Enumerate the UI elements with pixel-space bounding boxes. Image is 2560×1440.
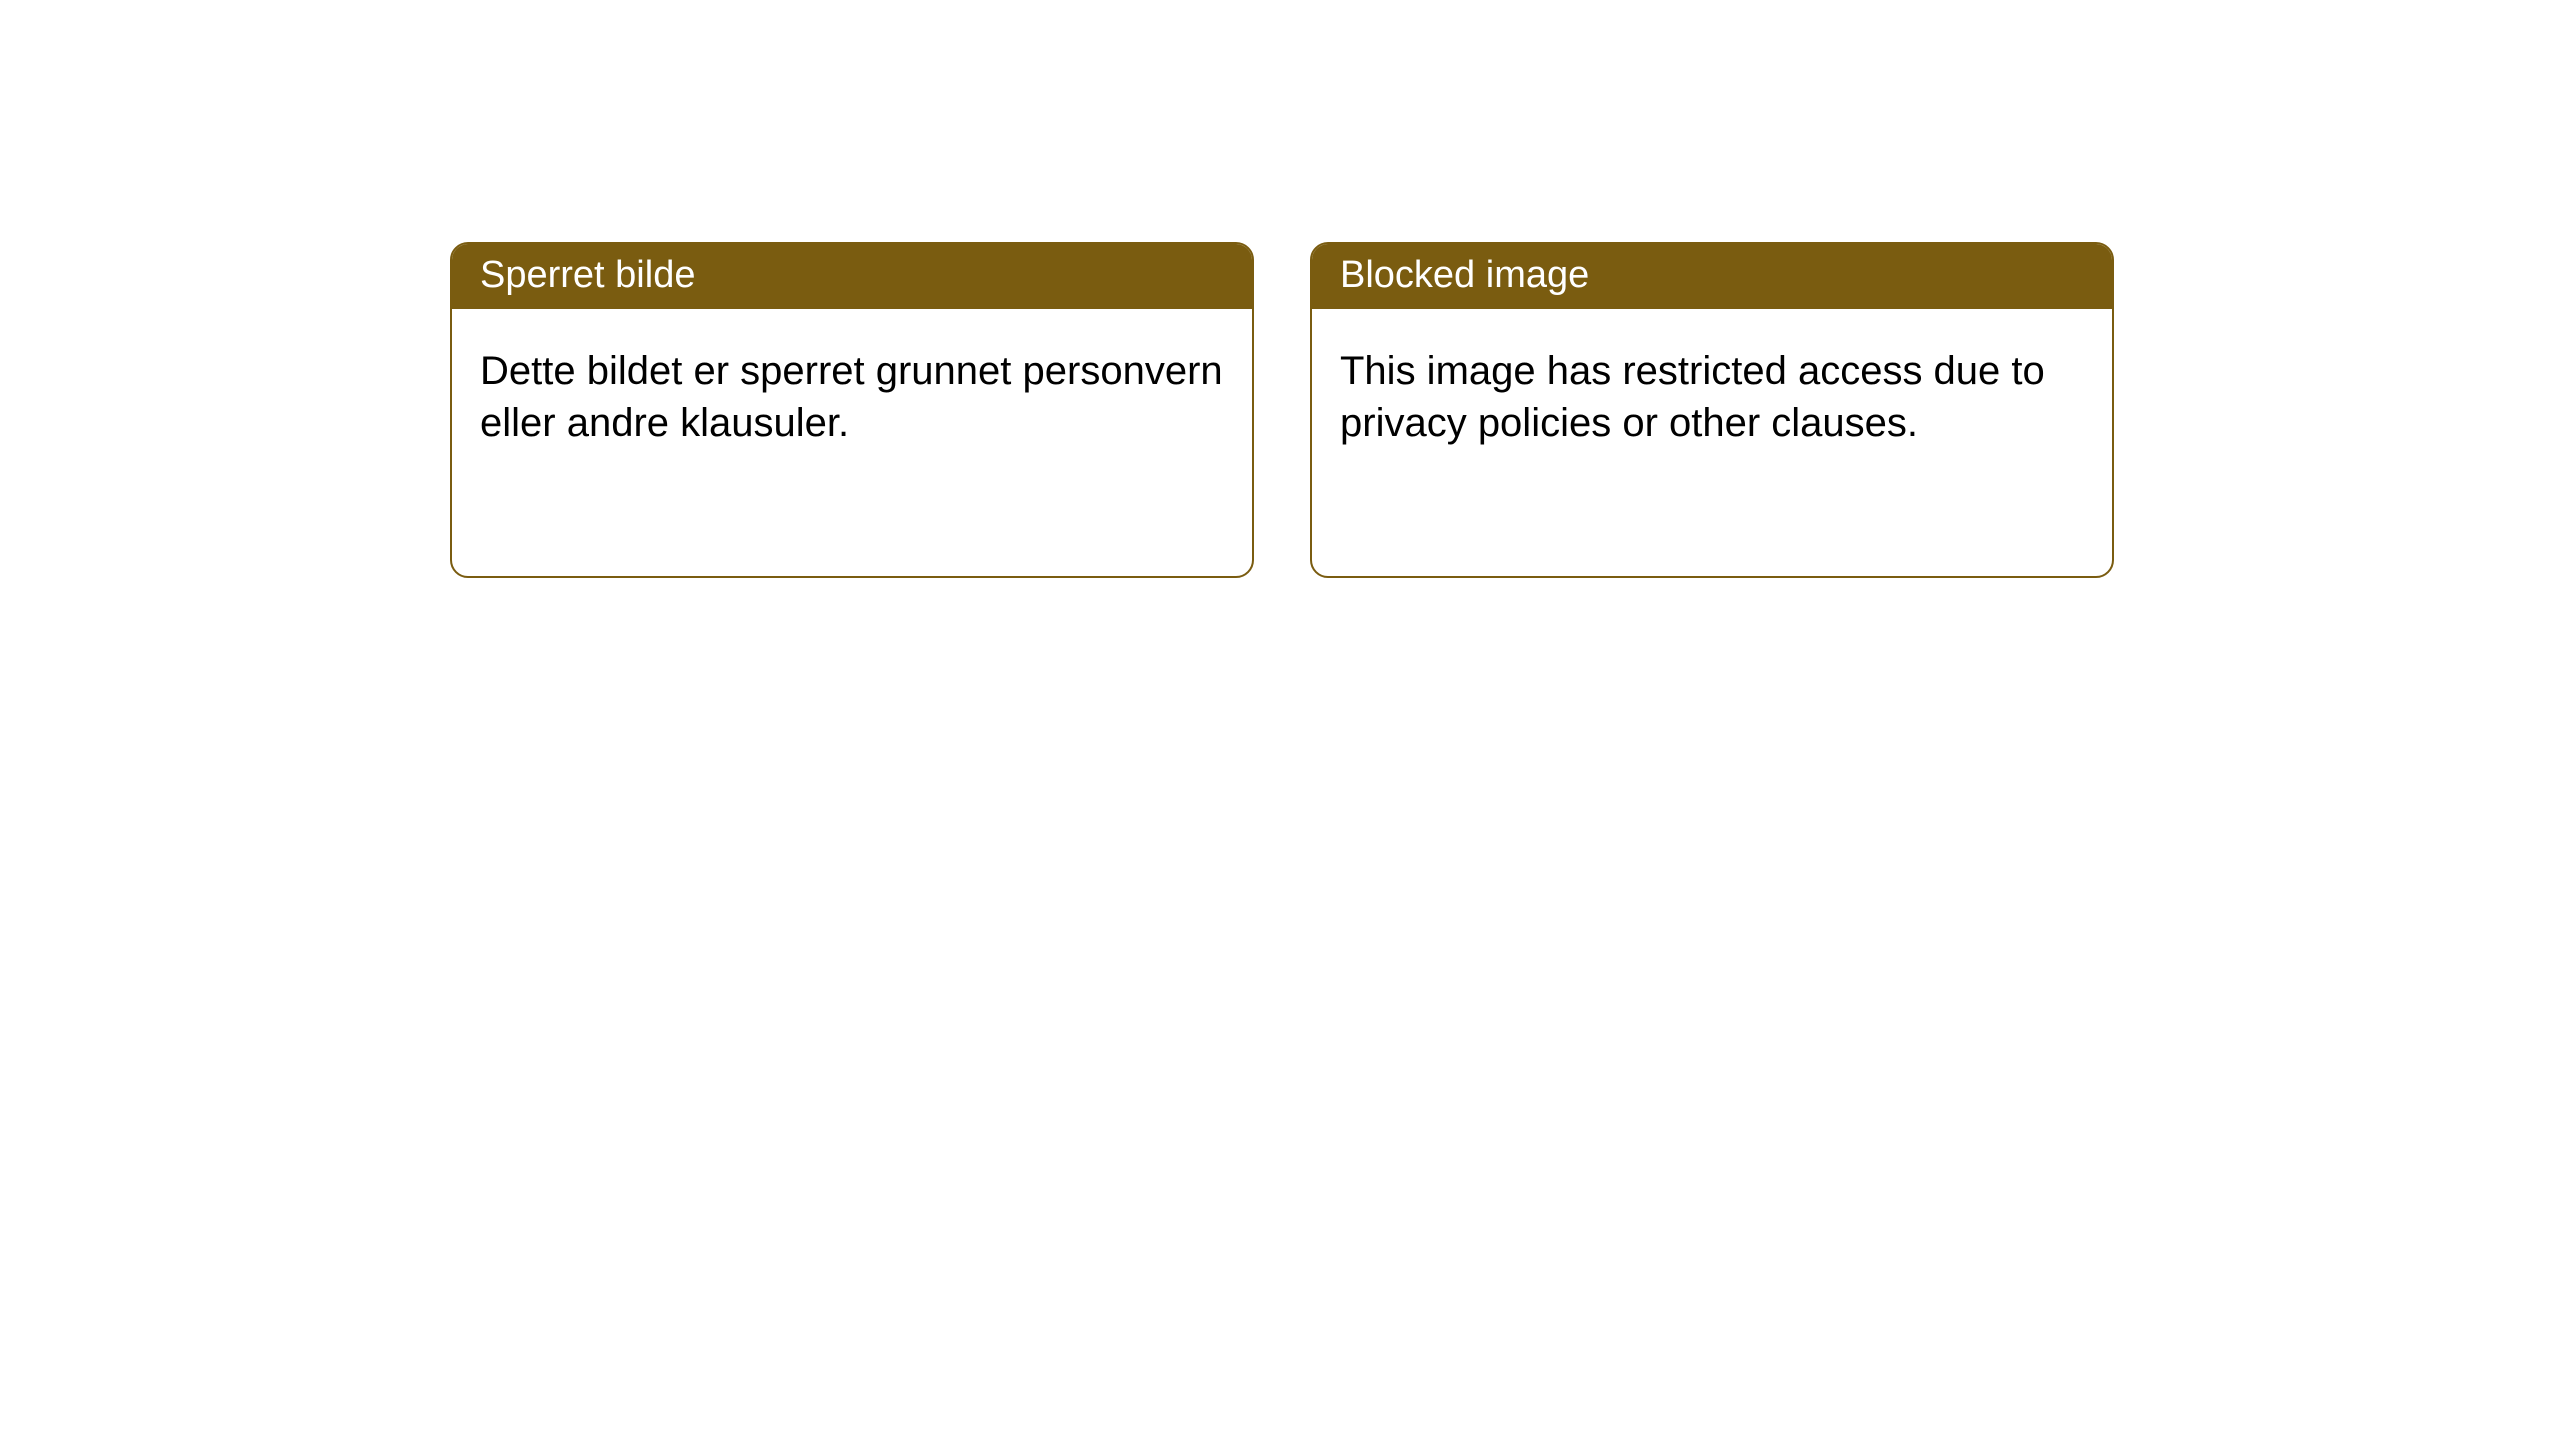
notice-card-text: Dette bildet er sperret grunnet personve… xyxy=(480,349,1223,445)
notice-card-body: This image has restricted access due to … xyxy=(1312,309,2112,485)
notice-container: Sperret bilde Dette bildet er sperret gr… xyxy=(0,0,2560,578)
notice-card-norwegian: Sperret bilde Dette bildet er sperret gr… xyxy=(450,242,1254,578)
notice-card-header: Blocked image xyxy=(1312,244,2112,309)
notice-card-title: Blocked image xyxy=(1340,254,1589,296)
notice-card-text: This image has restricted access due to … xyxy=(1340,349,2045,445)
notice-card-english: Blocked image This image has restricted … xyxy=(1310,242,2114,578)
notice-card-body: Dette bildet er sperret grunnet personve… xyxy=(452,309,1252,485)
notice-card-header: Sperret bilde xyxy=(452,244,1252,309)
notice-card-title: Sperret bilde xyxy=(480,254,695,296)
